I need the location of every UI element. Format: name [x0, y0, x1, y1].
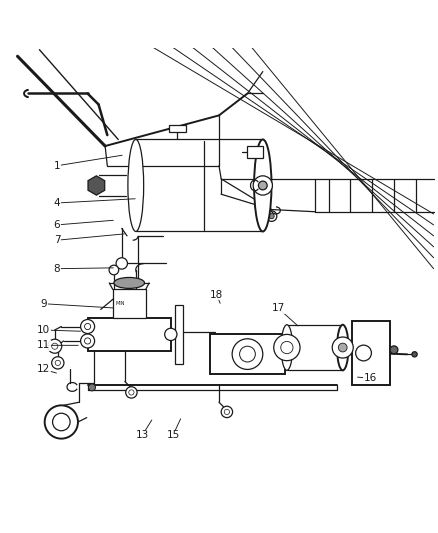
- Text: 15: 15: [166, 430, 180, 440]
- Circle shape: [232, 339, 263, 369]
- Text: 9: 9: [40, 298, 47, 309]
- Text: 11: 11: [37, 341, 50, 350]
- Bar: [113, 289, 145, 318]
- Text: 7: 7: [53, 235, 60, 245]
- Circle shape: [85, 338, 91, 344]
- Text: 6: 6: [53, 220, 60, 230]
- Circle shape: [126, 387, 137, 398]
- Circle shape: [258, 181, 267, 190]
- Circle shape: [332, 337, 353, 358]
- Circle shape: [253, 176, 272, 195]
- Circle shape: [266, 211, 277, 221]
- Ellipse shape: [114, 278, 145, 288]
- Circle shape: [52, 357, 64, 369]
- Circle shape: [221, 406, 233, 418]
- Circle shape: [81, 319, 95, 334]
- Circle shape: [165, 328, 177, 341]
- Ellipse shape: [128, 140, 144, 231]
- Text: 18: 18: [210, 290, 223, 300]
- Circle shape: [390, 346, 398, 354]
- Circle shape: [52, 343, 58, 349]
- Bar: [175, 305, 183, 364]
- Circle shape: [85, 324, 91, 329]
- Circle shape: [412, 352, 417, 357]
- Circle shape: [274, 334, 300, 361]
- Circle shape: [224, 409, 230, 415]
- Circle shape: [116, 258, 127, 269]
- Circle shape: [45, 405, 78, 439]
- Circle shape: [88, 384, 95, 391]
- Text: 4: 4: [53, 198, 60, 208]
- Circle shape: [109, 265, 119, 275]
- Text: 10: 10: [37, 325, 50, 335]
- Bar: [210, 334, 285, 374]
- Text: MIN: MIN: [116, 301, 125, 306]
- Circle shape: [338, 343, 347, 352]
- Text: 17: 17: [272, 303, 285, 313]
- Ellipse shape: [254, 140, 272, 231]
- Text: 8: 8: [53, 264, 60, 273]
- Ellipse shape: [337, 325, 349, 370]
- Ellipse shape: [281, 325, 293, 370]
- Circle shape: [281, 342, 293, 354]
- Text: 16: 16: [364, 373, 377, 383]
- Circle shape: [356, 345, 371, 361]
- Circle shape: [269, 214, 274, 219]
- Polygon shape: [88, 176, 105, 195]
- Circle shape: [55, 360, 60, 366]
- Text: 1: 1: [53, 161, 60, 171]
- Bar: [352, 321, 389, 385]
- Circle shape: [240, 346, 255, 362]
- Text: 13: 13: [136, 430, 149, 440]
- Circle shape: [48, 339, 62, 353]
- Circle shape: [81, 334, 95, 348]
- Bar: [88, 318, 171, 351]
- Circle shape: [53, 413, 70, 431]
- Bar: [247, 146, 263, 158]
- Bar: [169, 125, 186, 132]
- Text: 12: 12: [37, 365, 50, 374]
- Circle shape: [129, 390, 134, 395]
